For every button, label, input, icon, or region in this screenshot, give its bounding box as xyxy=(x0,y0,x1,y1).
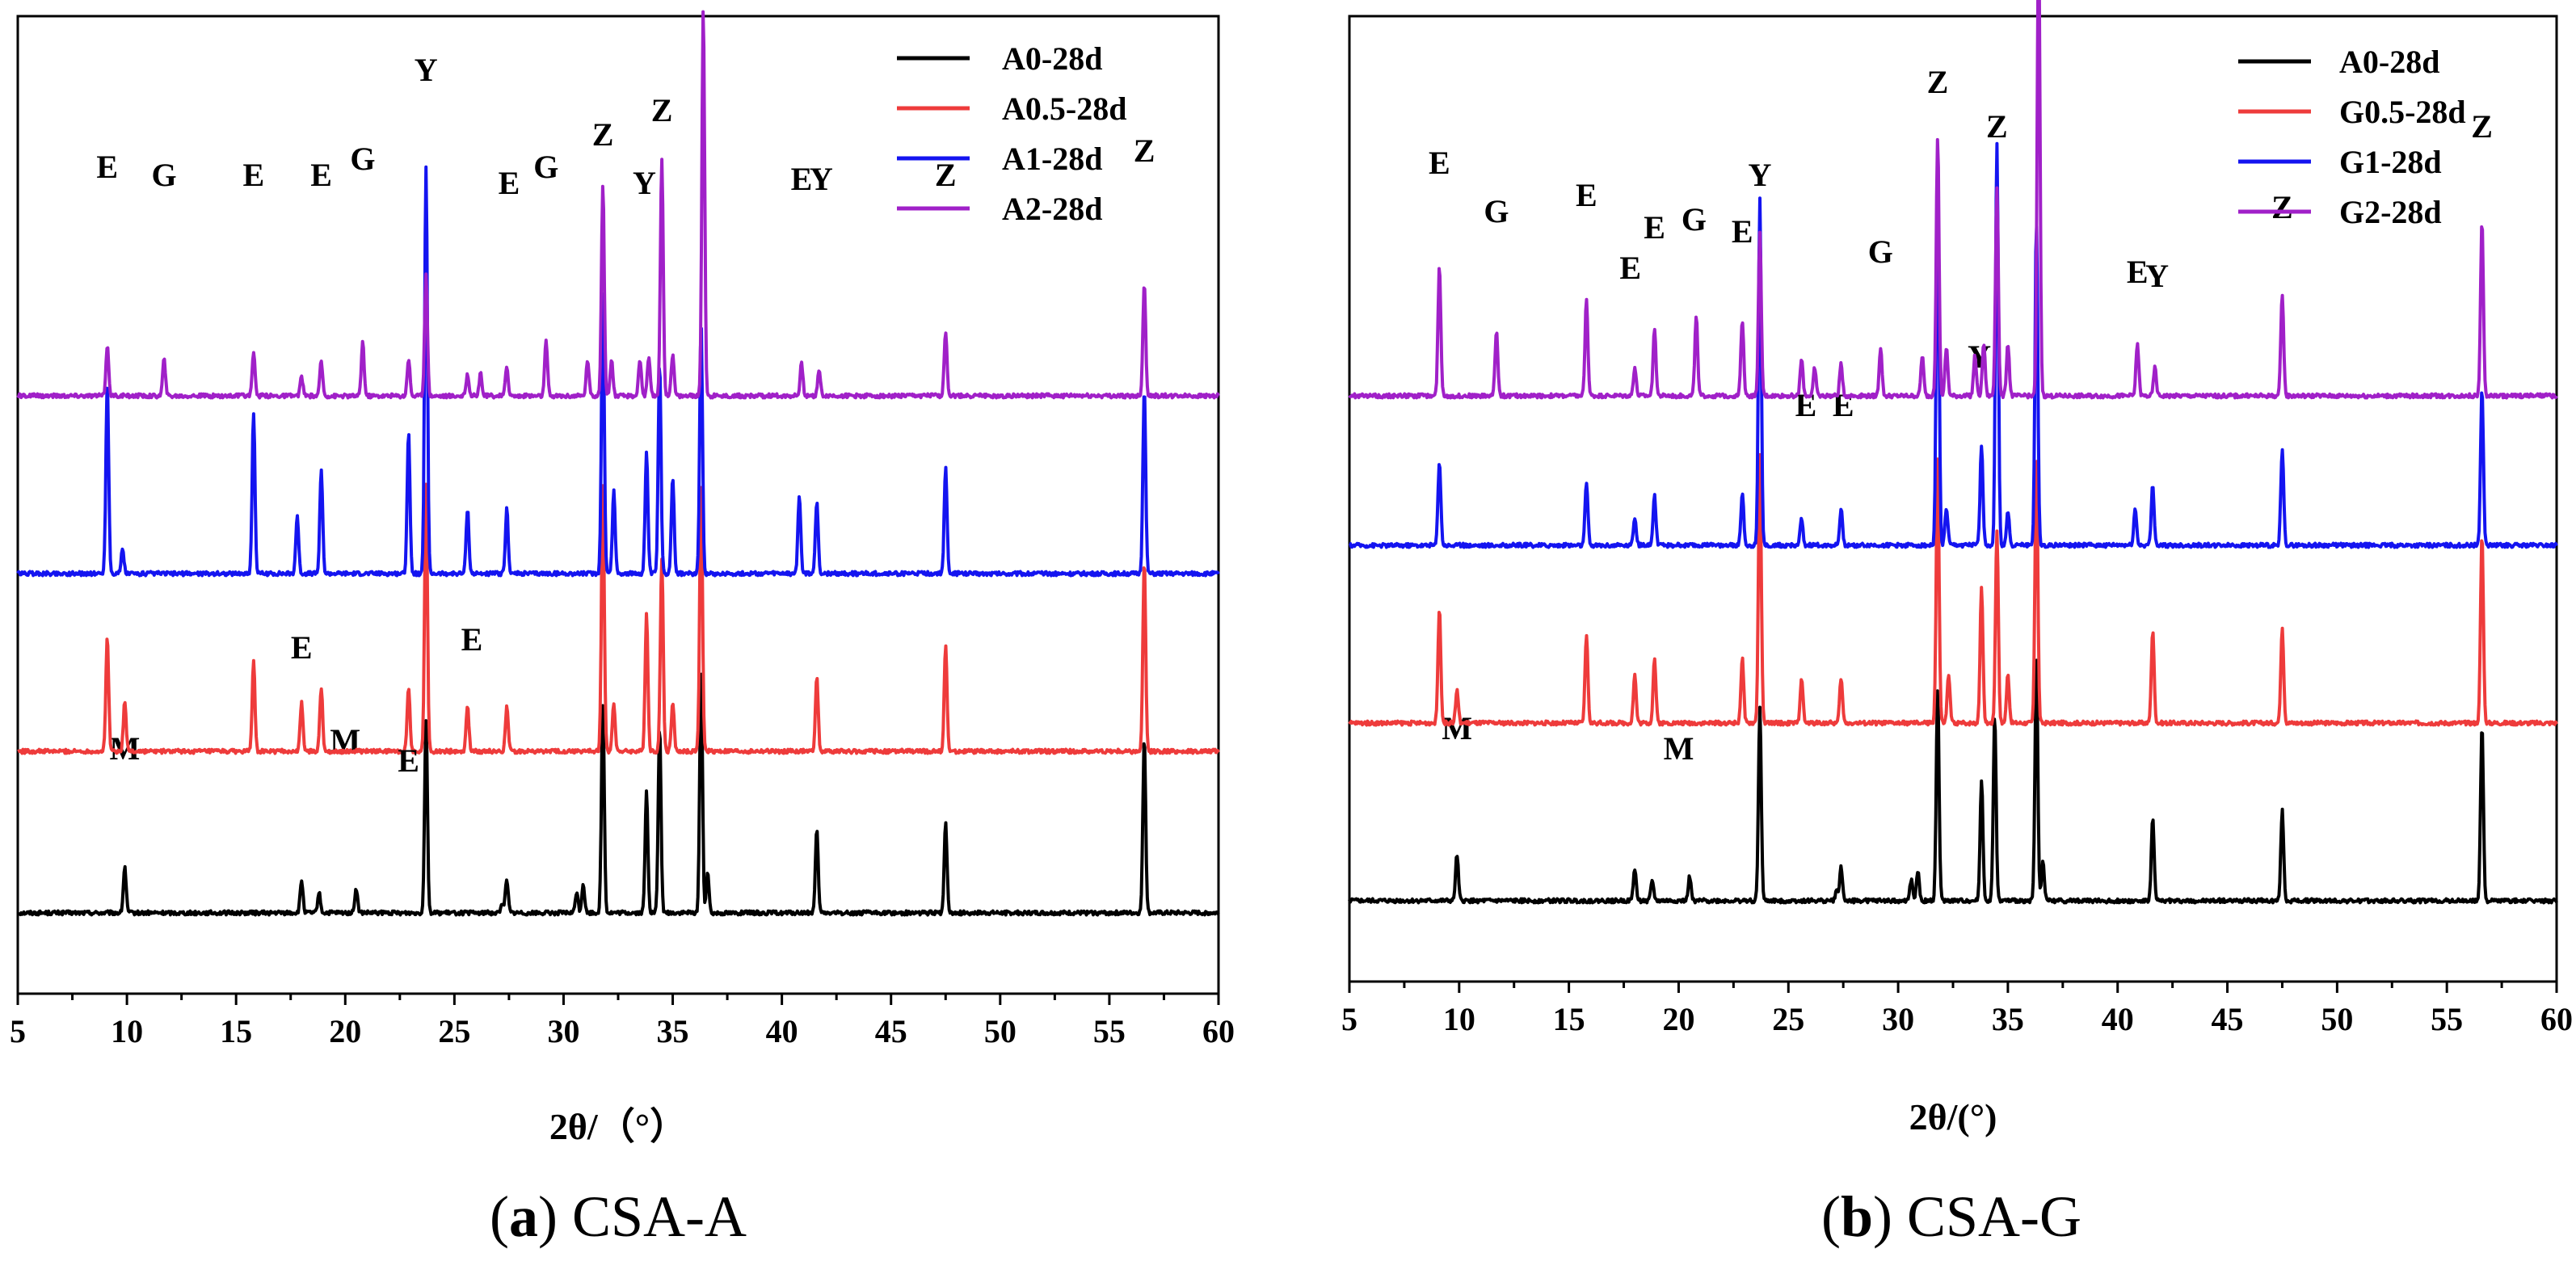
x-tick-label: 30 xyxy=(547,1013,579,1049)
x-tick-label: 20 xyxy=(329,1013,361,1049)
x-axis-title: 2θ/(°) xyxy=(1909,1096,1997,1137)
peak-label-Y: Y xyxy=(2145,258,2169,294)
x-tick-label: 5 xyxy=(10,1013,26,1049)
x-tick-label: 20 xyxy=(1662,1001,1694,1037)
series-line-G0.5-28d xyxy=(1348,452,2558,727)
peak-label-E: E xyxy=(461,621,483,658)
series-line-A1-28d xyxy=(16,165,1220,578)
peak-label-E: E xyxy=(499,165,520,201)
x-axis-title: 2θ/（°） xyxy=(549,1106,687,1147)
series-line-A2-28d xyxy=(16,10,1220,400)
peak-label-E: E xyxy=(398,742,419,779)
peak-label-E: E xyxy=(310,157,332,193)
x-tick-label: 25 xyxy=(438,1013,470,1049)
peak-label-G: G xyxy=(1484,193,1509,229)
legend-label: A1-28d xyxy=(1002,141,1102,177)
peak-label-Y: Y xyxy=(810,161,833,197)
legend-label: A0-28d xyxy=(2339,44,2439,80)
peak-label-E: E xyxy=(791,161,813,197)
x-tick-label: 30 xyxy=(1882,1001,1914,1037)
legend-label: G1-28d xyxy=(2339,144,2442,180)
x-tick-label: 35 xyxy=(1992,1001,2024,1037)
x-tick-label: 40 xyxy=(766,1013,798,1049)
x-tick-label: 55 xyxy=(1093,1013,1126,1049)
series-line-G1-28d xyxy=(1349,141,2558,549)
series-line-A0-28d xyxy=(1348,658,2558,905)
legend-label: A0.5-28d xyxy=(1002,90,1126,127)
peak-label-E: E xyxy=(1619,250,1641,286)
peak-label-E: E xyxy=(242,157,264,193)
peak-label-E: E xyxy=(2127,254,2149,290)
peak-label-G: G xyxy=(1682,201,1707,238)
peak-label-M: M xyxy=(1442,710,1472,746)
peak-label-Z: Z xyxy=(2471,108,2493,145)
peak-label-G: G xyxy=(350,141,375,177)
x-tick-label: 35 xyxy=(657,1013,689,1049)
panel-caption: (b) CSA-G xyxy=(1821,1184,2081,1249)
chart-panel-b: 5 10 15 20 25 30 35 40 45 50 55 60 2θ/(°) M M A0-28d G0.… xyxy=(1341,0,2573,1249)
peak-label-Z: Z xyxy=(1134,132,1155,169)
peak-label-E: E xyxy=(1644,209,1665,246)
series-line-A0-28d xyxy=(16,672,1220,917)
peak-label-Z: Z xyxy=(1986,108,2008,145)
x-tick-label: 60 xyxy=(2540,1001,2573,1037)
peak-label-M: M xyxy=(1664,730,1694,767)
peak-label-Z: Z xyxy=(2271,189,2293,225)
legend-label: G2-28d xyxy=(2339,194,2442,230)
x-tick-label: 40 xyxy=(2102,1001,2134,1037)
x-tick-label: 10 xyxy=(111,1013,143,1049)
x-tick-label: 10 xyxy=(1443,1001,1475,1037)
peak-label-Y: Y xyxy=(415,52,438,88)
peak-label-Z: Z xyxy=(935,157,957,193)
peak-label-Y: Y xyxy=(633,165,656,201)
peak-label-E: E xyxy=(1732,213,1753,250)
x-tick-label: 55 xyxy=(2431,1001,2463,1037)
peak-label-E: E xyxy=(96,149,118,185)
peak-label-Z: Z xyxy=(1927,64,1949,100)
peak-label-Y: Y xyxy=(1749,157,1772,193)
panel-caption: (a) CSA-A xyxy=(490,1184,747,1249)
x-tick-label: 25 xyxy=(1772,1001,1804,1037)
x-tick-label: 45 xyxy=(875,1013,907,1049)
peak-label-E: E xyxy=(1576,177,1597,213)
legend-label: G0.5-28d xyxy=(2339,94,2466,130)
x-tick-label: 50 xyxy=(984,1013,1017,1049)
peak-label-Z: Z xyxy=(592,116,614,153)
peak-label-E: E xyxy=(291,629,313,666)
peak-label-Z: Z xyxy=(651,92,673,128)
legend-label: A0-28d xyxy=(1002,40,1102,77)
peak-label-G: G xyxy=(151,157,176,193)
x-tick-label: 15 xyxy=(1553,1001,1585,1037)
x-tick-label: 60 xyxy=(1202,1013,1235,1049)
x-tick-label: 45 xyxy=(2212,1001,2244,1037)
peak-label-G: G xyxy=(533,149,558,185)
x-tick-label: 50 xyxy=(2321,1001,2353,1037)
series-line-A0.5-28d xyxy=(17,482,1220,755)
peak-label-Y: Y xyxy=(1968,338,1991,375)
peak-label-G: G xyxy=(1868,233,1893,270)
x-tick-label: 5 xyxy=(1341,1001,1357,1037)
x-tick-label: 15 xyxy=(220,1013,252,1049)
peak-label-E: E xyxy=(1429,145,1450,181)
series-line-G2-28d xyxy=(1348,0,2558,400)
legend-label: A2-28d xyxy=(1002,191,1102,227)
